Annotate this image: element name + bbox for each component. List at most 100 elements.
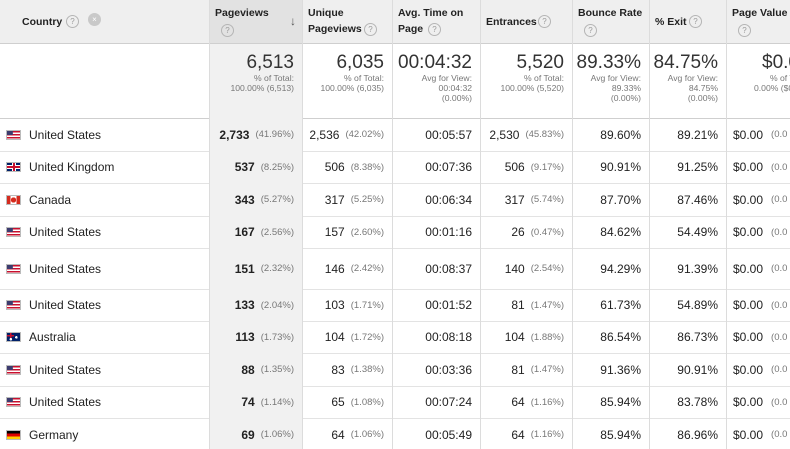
bounce-rate-cell: 89.60%: [572, 118, 649, 151]
flag-us-icon: [6, 364, 21, 375]
unique-percent: (1.08%): [350, 396, 384, 408]
help-icon[interactable]: ?: [538, 15, 551, 28]
column-header-country[interactable]: Country ? ×: [0, 0, 209, 43]
unique-value: 317: [324, 192, 345, 207]
entrances-value: 81: [511, 362, 525, 377]
pageviews-cell: 69 (1.06%): [209, 418, 302, 449]
pageviews-value: 88: [241, 362, 255, 377]
country-cell[interactable]: United States: [0, 386, 209, 418]
help-icon[interactable]: ?: [584, 24, 597, 37]
avg-time-value: 00:06:34: [425, 192, 472, 207]
page-value-cell: $0.00 (0.0: [726, 151, 790, 183]
help-icon[interactable]: ?: [364, 23, 377, 36]
table-row[interactable]: Canada 343 (5.27%) 317 (5.25%) 00:06:34 317 (5.…: [0, 183, 790, 217]
entrances-value: 26: [511, 225, 525, 239]
page-value-cell: $0.00 (0.0: [726, 289, 790, 321]
country-cell[interactable]: United States: [0, 353, 209, 386]
table-row[interactable]: United Kingdom 537 (8.25%) 506 (8.38%) 00:07:…: [0, 151, 790, 184]
column-header-bounce-rate[interactable]: Bounce Rate ?: [572, 0, 649, 43]
table-row[interactable]: United States 2,733 (41.96%) 2,536 (42.02%) 0…: [0, 118, 790, 152]
help-icon[interactable]: ?: [221, 24, 234, 37]
column-header-avg-time[interactable]: Avg. Time on Page ?: [392, 0, 480, 43]
column-divider: [209, 0, 210, 449]
bounce-rate-cell: 85.94%: [572, 386, 649, 418]
help-icon[interactable]: ?: [738, 24, 751, 37]
entrances-value: 2,530: [489, 127, 520, 142]
pageviews-percent: (1.35%): [260, 364, 294, 375]
page-value: $0.00: [733, 427, 764, 442]
unique-percent: (8.38%): [350, 161, 384, 173]
remove-icon[interactable]: ×: [88, 13, 101, 26]
pageviews-percent: (8.25%): [260, 161, 294, 173]
bounce-rate-cell: 90.91%: [572, 151, 649, 183]
country-cell[interactable]: United States: [0, 248, 209, 289]
bounce-value: 89.60%: [600, 127, 641, 142]
flag-us-icon: [6, 129, 21, 140]
country-name[interactable]: Canada: [29, 192, 72, 207]
column-label-avgtime-line1: Avg. Time on: [398, 7, 464, 19]
country-cell[interactable]: Australia: [0, 321, 209, 353]
help-icon[interactable]: ?: [689, 15, 702, 28]
exit-cell: 91.25%: [649, 151, 726, 183]
entrances-percent: (1.47%): [530, 364, 564, 375]
unique-pageviews-cell: 317 (5.25%): [302, 183, 392, 216]
entrances-value: 104: [504, 330, 525, 344]
country-name[interactable]: United States: [29, 395, 102, 409]
country-cell[interactable]: Canada: [0, 183, 209, 216]
column-header-unique-pageviews[interactable]: Unique Pageviews ?: [302, 0, 392, 43]
sort-arrow-down-icon[interactable]: ↓: [290, 14, 296, 28]
country-name[interactable]: United Kingdom: [29, 160, 115, 174]
entrances-percent: (1.47%): [530, 299, 564, 311]
avg-time-value: 00:05:49: [425, 427, 472, 442]
country-cell[interactable]: United States: [0, 118, 209, 151]
avg-time-value: 00:01:16: [425, 225, 472, 239]
avg-time-cell: 00:05:49: [392, 418, 480, 449]
page-value-cell: $0.00 (0.0: [726, 183, 790, 216]
avg-time-cell: 00:08:37: [392, 248, 480, 289]
help-icon[interactable]: ?: [66, 15, 79, 28]
country-name[interactable]: Germany: [29, 427, 79, 442]
pageviews-value: 113: [235, 330, 255, 344]
pageviews-percent: (2.32%): [260, 263, 294, 274]
country-name[interactable]: Australia: [29, 330, 76, 344]
exit-cell: 86.73%: [649, 321, 726, 353]
exit-cell: 89.21%: [649, 118, 726, 151]
column-header-exit[interactable]: % Exit ?: [649, 0, 726, 43]
page-value: $0.00: [733, 160, 764, 174]
avg-time-value: 00:01:52: [425, 298, 472, 312]
country-cell[interactable]: United States: [0, 289, 209, 321]
exit-value: 87.46%: [677, 192, 718, 207]
table-row[interactable]: United States 88 (1.35%) 83 (1.38%) 00:03:36 8…: [0, 353, 790, 387]
table-row[interactable]: United States 167 (2.56%) 157 (2.60%) 00:01:1…: [0, 216, 790, 249]
country-name[interactable]: United States: [29, 127, 102, 142]
flag-ca-icon: [6, 194, 21, 205]
column-header-page-value[interactable]: Page Value ?: [726, 0, 790, 43]
entrances-value: 317: [504, 192, 525, 207]
country-cell[interactable]: United States: [0, 216, 209, 248]
table-row[interactable]: United States 74 (1.14%) 65 (1.08%) 00:07:24 6…: [0, 386, 790, 419]
column-header-entrances[interactable]: Entrances ?: [480, 0, 572, 43]
table-row[interactable]: Australia 113 (1.73%) 104 (1.72%) 00:08:18 104…: [0, 321, 790, 354]
pageviews-value: 74: [241, 395, 255, 409]
country-name[interactable]: United States: [29, 225, 102, 239]
exit-cell: 91.39%: [649, 248, 726, 289]
table-row[interactable]: United States 151 (2.32%) 146 (2.42%) 00:08:3…: [0, 248, 790, 290]
country-cell[interactable]: Germany: [0, 418, 209, 449]
page-value: $0.00: [733, 127, 764, 142]
country-name[interactable]: United States: [29, 298, 102, 312]
table-row[interactable]: United States 133 (2.04%) 103 (1.71%) 00:01:5…: [0, 289, 790, 322]
pageviews-percent: (1.06%): [260, 429, 294, 440]
pageviews-cell: 151 (2.32%): [209, 248, 302, 289]
country-name[interactable]: United States: [29, 261, 102, 276]
help-icon[interactable]: ?: [428, 23, 441, 36]
column-header-pageviews[interactable]: Pageviews ? ↓: [209, 0, 302, 43]
page-value-percent: (0.0: [771, 331, 788, 343]
column-divider: [302, 0, 303, 449]
table-row[interactable]: Germany 69 (1.06%) 64 (1.06%) 00:05:49 64 (1.16…: [0, 418, 790, 449]
avg-time-cell: 00:01:16: [392, 216, 480, 248]
entrances-cell: 506 (9.17%): [480, 151, 572, 183]
country-cell[interactable]: United Kingdom: [0, 151, 209, 183]
country-name[interactable]: United States: [29, 362, 102, 377]
entrances-cell: 317 (5.74%): [480, 183, 572, 216]
